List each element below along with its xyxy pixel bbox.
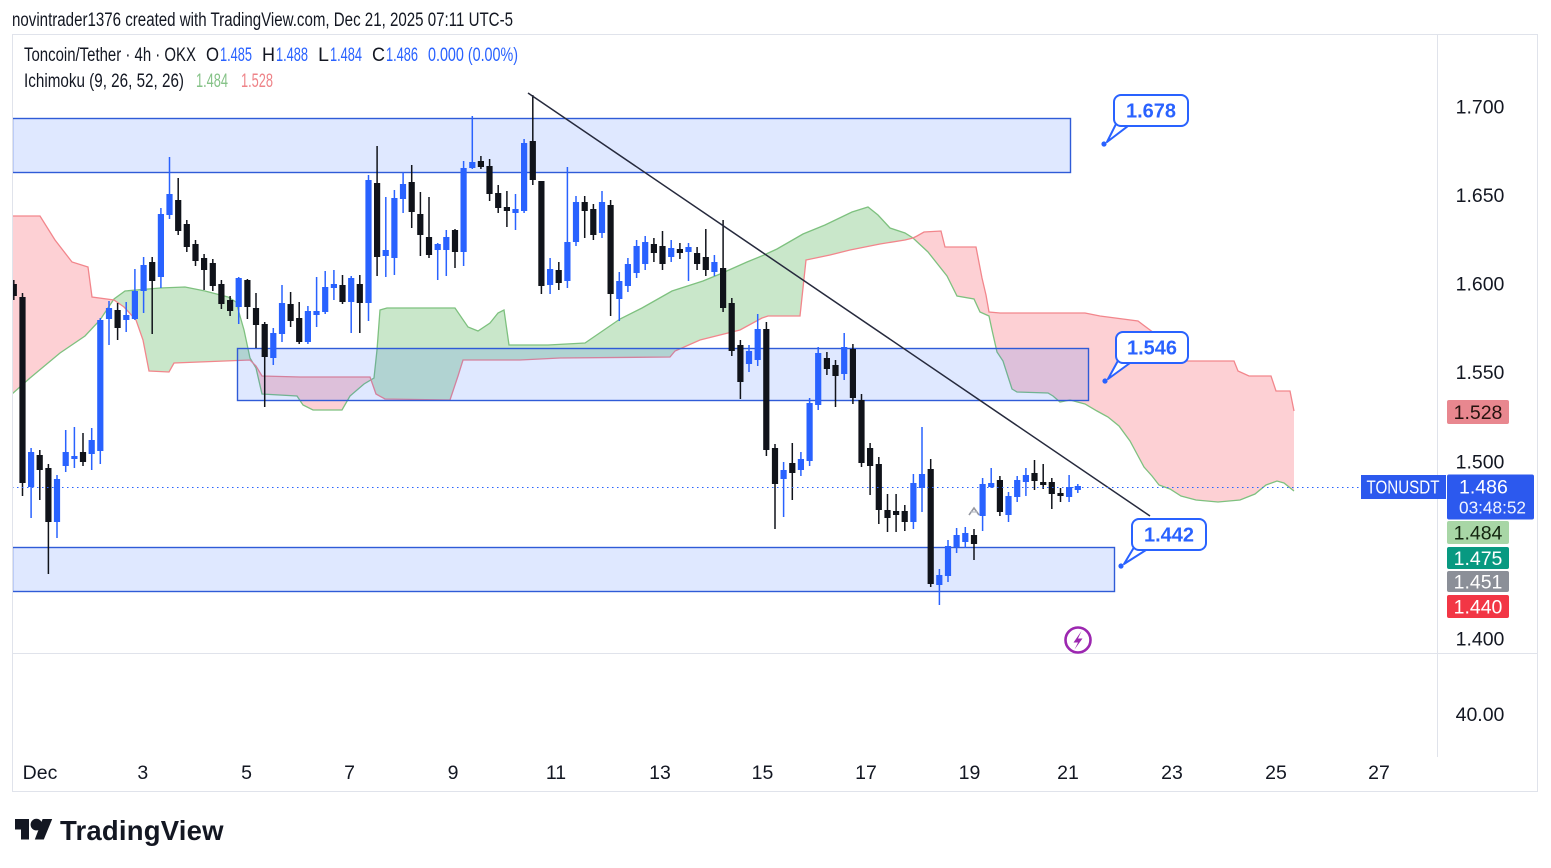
svg-text:1.678: 1.678: [1126, 101, 1176, 123]
svg-text:27: 27: [1368, 762, 1390, 784]
svg-text:TONUSDT: TONUSDT: [1367, 478, 1440, 498]
svg-text:O: O: [206, 45, 219, 66]
svg-text:1.550: 1.550: [1456, 362, 1505, 384]
svg-text:1.700: 1.700: [1456, 97, 1505, 119]
svg-text:novintrader1376 created with T: novintrader1376 created with TradingView…: [12, 10, 513, 31]
svg-text:1.485: 1.485: [220, 45, 252, 66]
svg-text:H: H: [262, 45, 275, 66]
svg-text:1.650: 1.650: [1456, 185, 1505, 207]
svg-text:15: 15: [752, 762, 774, 784]
svg-text:11: 11: [546, 762, 566, 784]
svg-text:1.528: 1.528: [241, 71, 273, 92]
svg-text:23: 23: [1161, 762, 1183, 784]
svg-text:1.442: 1.442: [1144, 525, 1194, 547]
svg-text:25: 25: [1265, 762, 1287, 784]
svg-text:1.528: 1.528: [1454, 402, 1503, 424]
svg-text:1.600: 1.600: [1456, 274, 1505, 296]
svg-text:19: 19: [959, 762, 981, 784]
svg-text:1.488: 1.488: [276, 45, 308, 66]
svg-text:1.486: 1.486: [386, 45, 418, 66]
svg-text:13: 13: [649, 762, 671, 784]
svg-text:1.484: 1.484: [330, 45, 362, 66]
svg-text:1.400: 1.400: [1456, 629, 1505, 651]
svg-text:Dec: Dec: [23, 762, 58, 784]
svg-text:40.00: 40.00: [1456, 704, 1505, 726]
svg-text:03:48:52: 03:48:52: [1459, 498, 1526, 518]
svg-text:Ichimoku (9, 26, 52, 26): Ichimoku (9, 26, 52, 26): [24, 71, 184, 92]
svg-text:1.440: 1.440: [1454, 597, 1503, 619]
svg-text:0.000 (0.00%): 0.000 (0.00%): [428, 45, 518, 66]
svg-text:9: 9: [448, 762, 459, 784]
svg-text:L: L: [318, 45, 329, 66]
svg-text:C: C: [372, 45, 385, 66]
svg-text:1.484: 1.484: [1454, 523, 1503, 545]
svg-text:TradingView: TradingView: [60, 815, 224, 846]
svg-text:1.486: 1.486: [1459, 477, 1508, 499]
svg-text:7: 7: [344, 762, 355, 784]
svg-text:5: 5: [241, 762, 252, 784]
svg-text:1.484: 1.484: [196, 71, 228, 92]
svg-text:1.500: 1.500: [1456, 452, 1505, 474]
svg-text:21: 21: [1057, 762, 1079, 784]
svg-text:1.451: 1.451: [1454, 572, 1503, 594]
svg-text:1.475: 1.475: [1454, 548, 1503, 570]
svg-text:1.546: 1.546: [1127, 338, 1177, 360]
svg-text:17: 17: [855, 762, 877, 784]
svg-text:3: 3: [137, 762, 148, 784]
svg-text:Toncoin/Tether · 4h · OKX: Toncoin/Tether · 4h · OKX: [24, 45, 196, 66]
